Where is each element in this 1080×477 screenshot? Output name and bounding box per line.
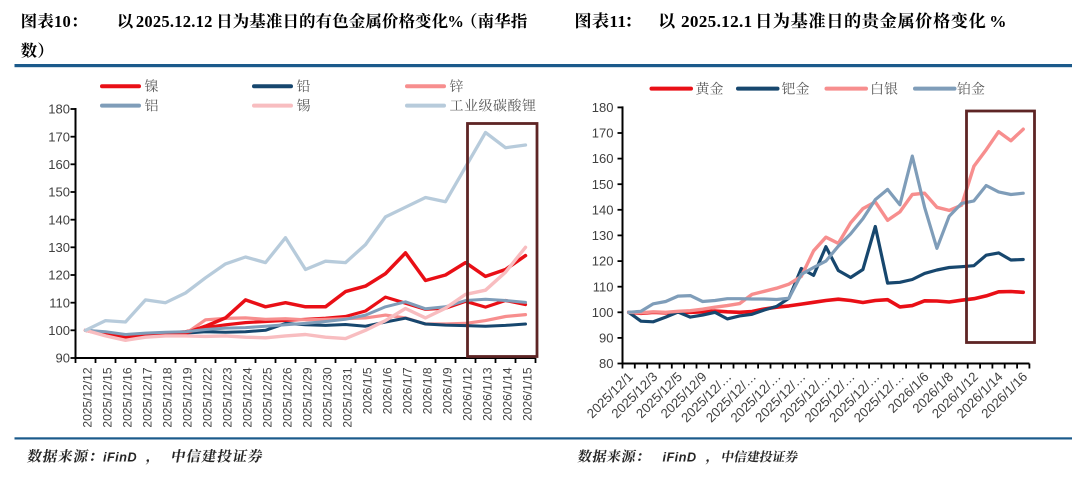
svg-text:170: 170 bbox=[592, 126, 614, 141]
svg-text:2025/12/30: 2025/12/30 bbox=[320, 367, 334, 427]
svg-text:170: 170 bbox=[48, 129, 70, 144]
svg-text:140: 140 bbox=[48, 212, 70, 227]
svg-text:%: % bbox=[989, 12, 1006, 31]
svg-text:100: 100 bbox=[592, 305, 614, 320]
svg-text:130: 130 bbox=[48, 240, 70, 255]
svg-text:2025/12/23: 2025/12/23 bbox=[220, 367, 234, 427]
svg-text:90: 90 bbox=[56, 351, 70, 366]
svg-text:2025.12.12: 2025.12.12 bbox=[136, 12, 213, 31]
svg-text:2025/12/16: 2025/12/16 bbox=[120, 367, 134, 427]
svg-text:160: 160 bbox=[48, 157, 70, 172]
svg-text:80: 80 bbox=[599, 356, 613, 371]
svg-text:110: 110 bbox=[593, 279, 614, 294]
svg-text:140: 140 bbox=[592, 202, 614, 217]
svg-text:150: 150 bbox=[592, 177, 614, 192]
svg-text:2025/12/15: 2025/12/15 bbox=[100, 367, 114, 427]
svg-text:11: 11 bbox=[609, 12, 626, 31]
svg-text:120: 120 bbox=[48, 268, 70, 283]
svg-text:2026/1/15: 2026/1/15 bbox=[520, 367, 534, 421]
svg-text:2025/12/17: 2025/12/17 bbox=[140, 367, 154, 427]
svg-text:2026/1/12: 2026/1/12 bbox=[460, 367, 474, 421]
svg-text:2026/1/13: 2026/1/13 bbox=[480, 367, 494, 421]
svg-text:2026/1/9: 2026/1/9 bbox=[440, 367, 454, 414]
svg-text:2025/12/26: 2025/12/26 bbox=[280, 367, 294, 427]
svg-text:2025/12/19: 2025/12/19 bbox=[180, 367, 194, 427]
svg-text:110: 110 bbox=[49, 295, 70, 310]
svg-text:iFinD: iFinD bbox=[663, 449, 697, 464]
svg-text:2026/1/8: 2026/1/8 bbox=[420, 367, 434, 414]
svg-text:2025/12/29: 2025/12/29 bbox=[300, 367, 314, 427]
svg-text:160: 160 bbox=[592, 151, 614, 166]
svg-text:2026/1/7: 2026/1/7 bbox=[400, 367, 414, 414]
svg-text:2026/1/5: 2026/1/5 bbox=[360, 367, 374, 414]
svg-text:2025.12.1: 2025.12.1 bbox=[681, 12, 752, 31]
svg-text:2025/12/24: 2025/12/24 bbox=[240, 367, 254, 427]
svg-text:90: 90 bbox=[599, 330, 613, 345]
svg-text:100: 100 bbox=[48, 323, 70, 338]
svg-text:%: % bbox=[447, 12, 464, 31]
svg-text:180: 180 bbox=[592, 100, 614, 115]
svg-text:120: 120 bbox=[592, 254, 614, 269]
svg-text:2026/1/14: 2026/1/14 bbox=[500, 367, 514, 421]
svg-text:2025/12/18: 2025/12/18 bbox=[160, 367, 174, 427]
svg-text:150: 150 bbox=[48, 185, 70, 200]
svg-text:2025/12/22: 2025/12/22 bbox=[200, 367, 214, 427]
svg-text:10: 10 bbox=[54, 12, 71, 31]
svg-text:iFinD: iFinD bbox=[103, 449, 137, 464]
svg-text:2025/12/31: 2025/12/31 bbox=[340, 367, 354, 427]
svg-text:2025/12/25: 2025/12/25 bbox=[260, 367, 274, 427]
svg-text:130: 130 bbox=[592, 228, 614, 243]
svg-text:180: 180 bbox=[48, 102, 70, 117]
svg-text:2025/12/12: 2025/12/12 bbox=[80, 367, 94, 427]
svg-text:2026/1/6: 2026/1/6 bbox=[380, 367, 394, 414]
